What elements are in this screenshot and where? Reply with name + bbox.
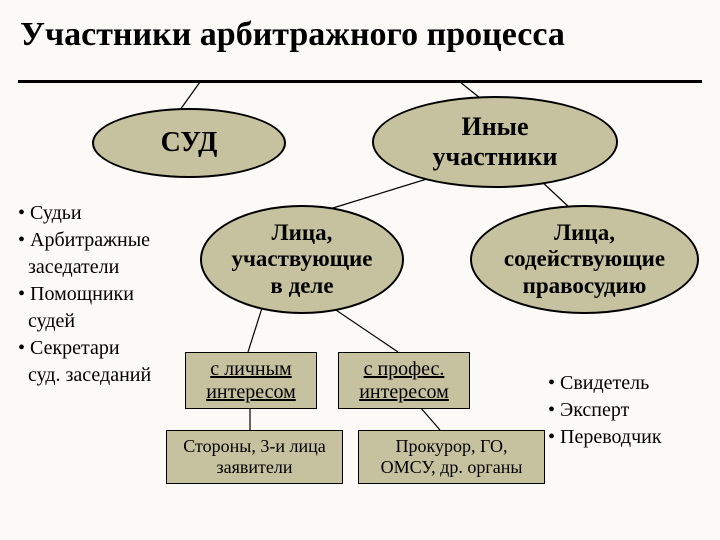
node-prokuror: Прокурор, ГО,ОМСУ, др. органы xyxy=(358,430,545,484)
pravo-bullet-list: • Свидетель• Эксперт• Переводчик xyxy=(548,370,662,451)
sud-bullet-list: • Судьи• Арбитражные заседатели• Помощни… xyxy=(18,200,151,389)
node-sud: СУД xyxy=(92,108,286,178)
node-profes: с профес.интересом xyxy=(338,352,470,409)
node-lichnym: с личныминтересом xyxy=(185,352,317,409)
page-title: Участники арбитражного процесса xyxy=(20,16,565,54)
node-storony: Стороны, 3-и лицазаявители xyxy=(166,430,343,484)
node-lica-delo: Лица,участвующиев деле xyxy=(200,205,404,314)
node-inye: Иныеучастники xyxy=(372,96,618,188)
title-divider xyxy=(18,80,702,83)
node-lica-pravo: Лица,содействующиеправосудию xyxy=(470,205,699,314)
